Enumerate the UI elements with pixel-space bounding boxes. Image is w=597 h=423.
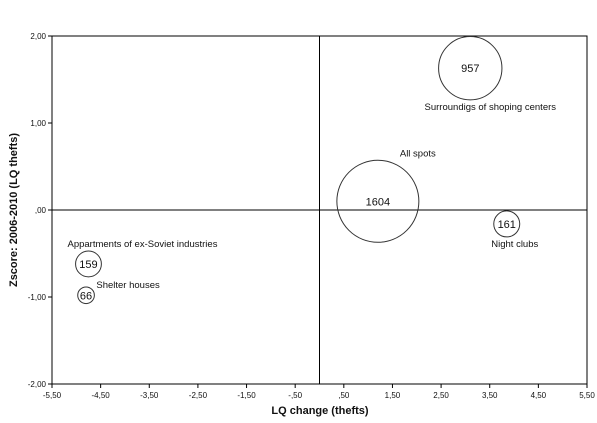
y-axis-title: Zscore: 2006-2010 (LQ thefts) — [8, 133, 20, 287]
data-point-value: 957 — [461, 63, 479, 75]
x-tick-label: -5,50 — [43, 391, 62, 400]
x-tick-label: ,50 — [338, 391, 350, 400]
data-point-bubble — [75, 250, 102, 278]
data-point-bubble — [336, 159, 420, 243]
y-tick-label: -1,00 — [28, 293, 47, 302]
x-tick-label: 5,50 — [579, 391, 595, 400]
data-point-label: All spots — [400, 148, 436, 159]
x-tick-label: -3,50 — [140, 391, 159, 400]
data-point-bubble — [438, 36, 503, 101]
data-point-label: Night clubs — [491, 239, 538, 250]
data-point-value: 1604 — [366, 196, 390, 208]
x-tick-label: 1,50 — [385, 391, 401, 400]
data-point-bubble — [77, 286, 95, 305]
x-tick-label: -2,50 — [189, 391, 208, 400]
data-points: 957 Surroundigs of shoping centers 1604 All… — [67, 36, 557, 305]
data-point-label: Shelter houses — [96, 280, 160, 291]
x-tick-label: 2,50 — [433, 391, 449, 400]
data-point-label: Appartments of ex-Soviet industries — [67, 239, 217, 250]
x-tick-label: 3,50 — [482, 391, 498, 400]
x-axis-title: LQ change (thefts) — [271, 405, 369, 417]
x-tick-label: -,50 — [288, 391, 302, 400]
y-axis-ticks: 2,00 1,00 ,00 -1,00 -2,00 — [28, 32, 52, 389]
y-tick-label: 2,00 — [30, 32, 46, 41]
x-axis-ticks: -5,50 -4,50 -3,50 -2,50 -1,50 -,50 ,50 1,50 2,50… — [43, 384, 595, 400]
x-tick-label: -1,50 — [237, 391, 256, 400]
data-point-value: 161 — [498, 219, 516, 231]
data-point-bubble — [493, 210, 521, 238]
data-point-value: 66 — [80, 290, 92, 302]
x-tick-label: 4,50 — [531, 391, 547, 400]
y-tick-label: -2,00 — [28, 380, 47, 389]
x-tick-label: -4,50 — [92, 391, 111, 400]
data-point-value: 159 — [79, 259, 97, 271]
data-point-label: Surroundigs of shoping centers — [425, 102, 557, 113]
y-tick-label: 1,00 — [30, 119, 46, 128]
y-tick-label: ,00 — [35, 206, 47, 215]
